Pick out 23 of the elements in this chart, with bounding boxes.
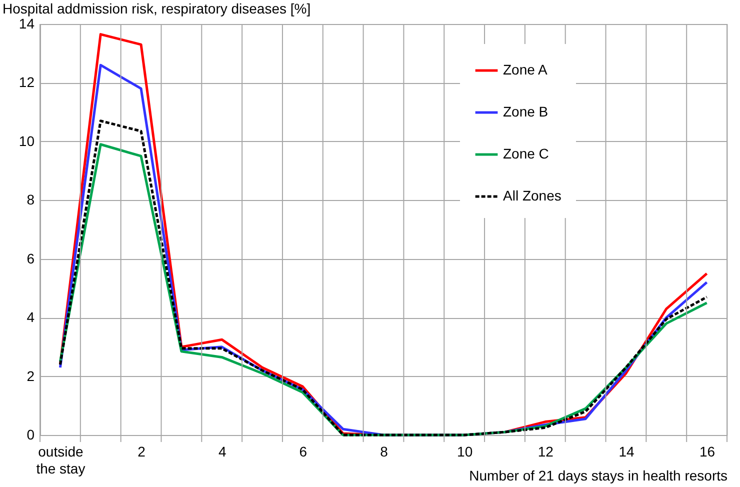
y-tick-label: 0 <box>26 426 35 442</box>
legend-label: Zone B <box>503 104 548 120</box>
x-tick-label: 12 <box>538 444 554 460</box>
y-tick-label: 4 <box>26 309 35 326</box>
x-tick-label: 16 <box>700 444 716 460</box>
y-tick-label: 10 <box>18 132 35 149</box>
y-tick-label: 12 <box>18 74 35 90</box>
x-tick-label: 4 <box>218 444 226 460</box>
y-tick-label: 2 <box>26 368 35 384</box>
y-tick-label: 8 <box>26 192 35 208</box>
legend-label: Zone A <box>503 62 548 78</box>
legend-label: All Zones <box>503 188 562 204</box>
x-tick-label: 14 <box>618 444 634 460</box>
y-tick-label: 14 <box>18 16 35 32</box>
y-axis-title: Hospital addmission risk, respiratory diseases [%] <box>2 0 311 16</box>
x-tick-label: 8 <box>380 444 388 460</box>
y-tick-label: 6 <box>26 250 35 266</box>
x-tick-label: 10 <box>457 444 473 460</box>
x-tick-label: outside the stay <box>36 444 86 476</box>
legend-label: Zone C <box>503 146 549 162</box>
x-tick-label: 6 <box>299 444 308 460</box>
x-axis-title: Number of 21 days stays in health resorts <box>469 468 728 484</box>
x-tick-label: 2 <box>138 444 146 460</box>
